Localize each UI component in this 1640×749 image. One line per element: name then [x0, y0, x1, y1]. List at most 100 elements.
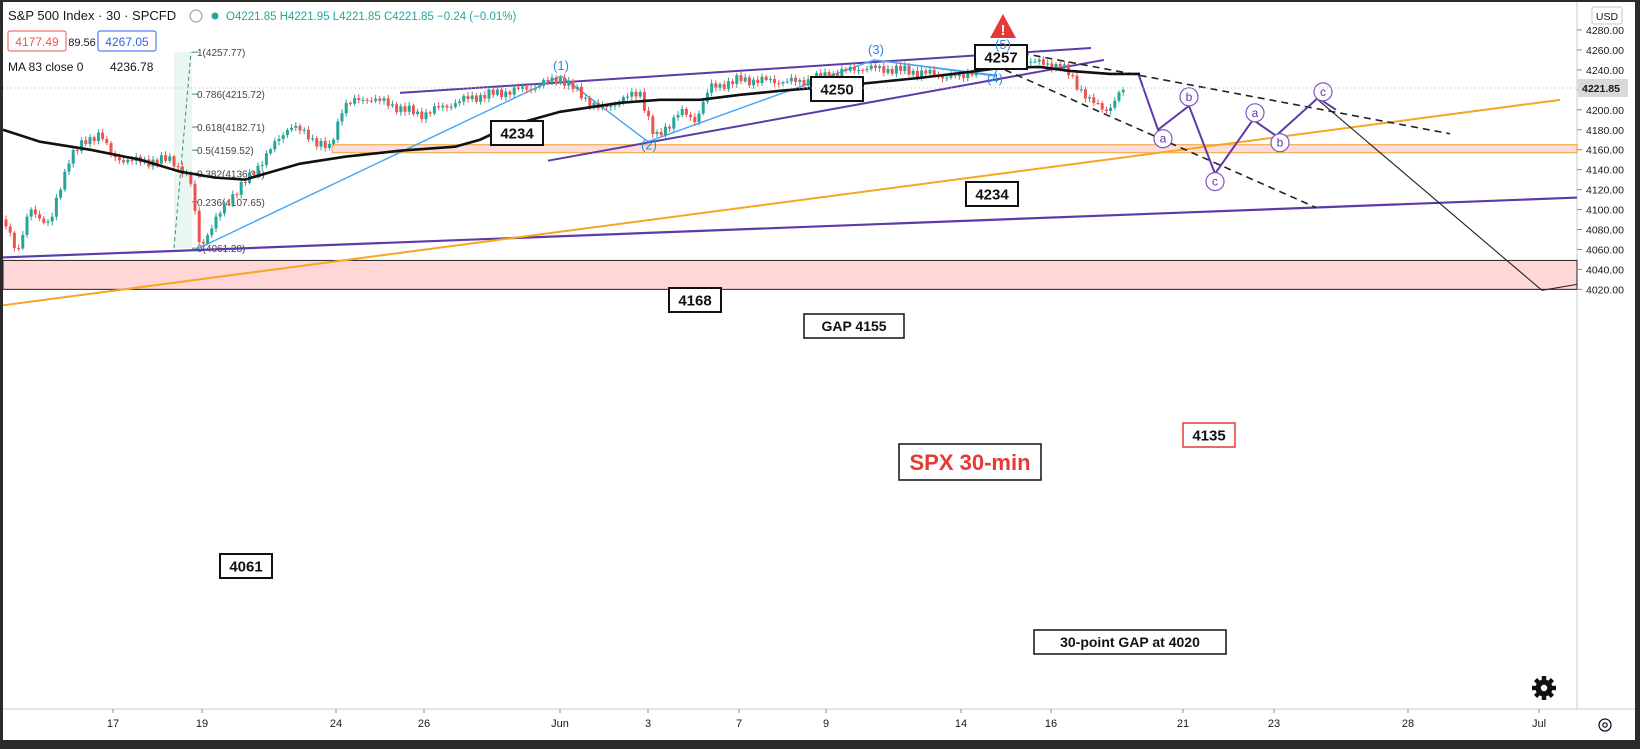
chart-title-annotation: SPX 30-min	[909, 450, 1030, 475]
candle-body	[319, 140, 323, 147]
candle-body	[25, 216, 29, 235]
y-axis-label: 4160.00	[1586, 145, 1624, 157]
candle-body	[701, 101, 705, 114]
candle-body	[857, 69, 861, 71]
candle-body	[75, 150, 79, 152]
wave-label-5: (5)	[995, 37, 1011, 52]
candle-body	[96, 132, 100, 141]
candle-body	[1083, 89, 1087, 99]
candle-body	[206, 235, 210, 244]
sell-box[interactable]	[7, 30, 67, 52]
wave-label-2: (2)	[641, 138, 657, 153]
candle-body	[907, 65, 911, 75]
y-axis-label: 4240.00	[1586, 65, 1624, 77]
candle-body	[495, 89, 499, 95]
candle-body	[621, 97, 625, 103]
candle-body	[63, 171, 67, 190]
candle-body	[1050, 63, 1054, 70]
candle-body	[101, 132, 105, 140]
candle-body	[294, 125, 298, 128]
label-4234-wave1: 4234	[500, 125, 534, 142]
candle-body	[920, 70, 924, 78]
label-4135-target-box	[1182, 422, 1236, 448]
candle-body	[697, 113, 701, 123]
candle-body	[311, 138, 315, 140]
fib-trend-line	[173, 52, 192, 249]
fib-level-label: 0.5(4159.52)	[197, 146, 254, 157]
candle-body	[953, 75, 957, 77]
candle-body	[84, 140, 88, 145]
candle-body	[932, 69, 936, 75]
subwave-c2-circle	[1313, 82, 1333, 102]
candle-body	[655, 132, 659, 134]
candle-body	[638, 92, 642, 97]
candle-body	[340, 113, 344, 122]
currency-badge[interactable]	[1591, 6, 1623, 25]
candle-body	[542, 79, 546, 86]
candle-body	[399, 106, 403, 113]
candle-body	[735, 75, 739, 84]
ma-value: 4236.78	[110, 60, 154, 74]
candle-body	[382, 98, 386, 101]
candle-body	[193, 183, 197, 211]
label-4234-wave1-box	[490, 120, 544, 146]
candle-body	[336, 121, 340, 140]
candle-body	[281, 135, 285, 139]
subwave-b1-circle	[1179, 87, 1199, 107]
x-axis-label: 26	[418, 718, 430, 730]
candle-body	[546, 79, 550, 82]
candle-body	[554, 77, 558, 84]
candle-body	[17, 247, 21, 249]
candle-body	[722, 84, 726, 90]
candle-body	[332, 139, 336, 144]
axis-settings-gear-icon[interactable]	[1598, 718, 1612, 732]
candle-body	[1075, 75, 1079, 90]
candle-body	[189, 173, 193, 184]
candle-body	[487, 89, 491, 99]
x-axis-label: 21	[1177, 718, 1189, 730]
candle-body	[80, 140, 84, 152]
candle-body	[668, 126, 672, 129]
candle-body	[369, 100, 373, 102]
chart-settings-gear-icon[interactable]	[1532, 676, 1556, 700]
buy-box[interactable]	[97, 30, 157, 52]
candle-body	[252, 172, 256, 176]
candle-body	[403, 106, 407, 112]
candle-body	[411, 105, 415, 115]
gap-zone-4020	[2, 259, 1578, 290]
candle-body	[1029, 61, 1033, 63]
candle-body	[789, 77, 793, 82]
candle-body	[155, 159, 159, 164]
eye-icon[interactable]	[189, 9, 203, 23]
candle-body	[227, 203, 231, 205]
label-gap-4020: 30-point GAP at 4020	[1060, 634, 1200, 650]
candle-body	[773, 79, 777, 84]
candle-body	[798, 80, 802, 82]
wave-label-4: (4)	[987, 71, 1003, 86]
candle-body	[529, 89, 533, 91]
candle-body	[823, 72, 827, 78]
label-4234-wave4-box	[965, 181, 1019, 207]
candle-body	[59, 189, 63, 198]
legend: S&P 500 Index · 30 · SPCFD O4221.85 H422…	[7, 8, 516, 74]
fib-level-label: 1(4257.77)	[197, 48, 245, 59]
candle-body	[647, 110, 651, 117]
candle-body	[1071, 75, 1075, 77]
fib-level-label: 0.786(4215.72)	[197, 90, 265, 101]
candle-body	[378, 98, 382, 101]
candle-body	[571, 80, 575, 90]
candle-body	[298, 125, 302, 131]
candle-body	[558, 77, 562, 84]
candle-body	[899, 65, 903, 71]
candle-body	[861, 69, 865, 71]
candle-body	[386, 98, 390, 106]
candle-body	[928, 69, 932, 74]
label-4168-wave2-box	[668, 287, 722, 313]
candle-body	[239, 182, 243, 195]
candle-body	[306, 129, 310, 140]
label-gap-4155-box	[803, 313, 905, 339]
candle-body	[122, 160, 126, 163]
target-projection-line	[1317, 99, 1543, 291]
candle-body	[890, 69, 894, 74]
